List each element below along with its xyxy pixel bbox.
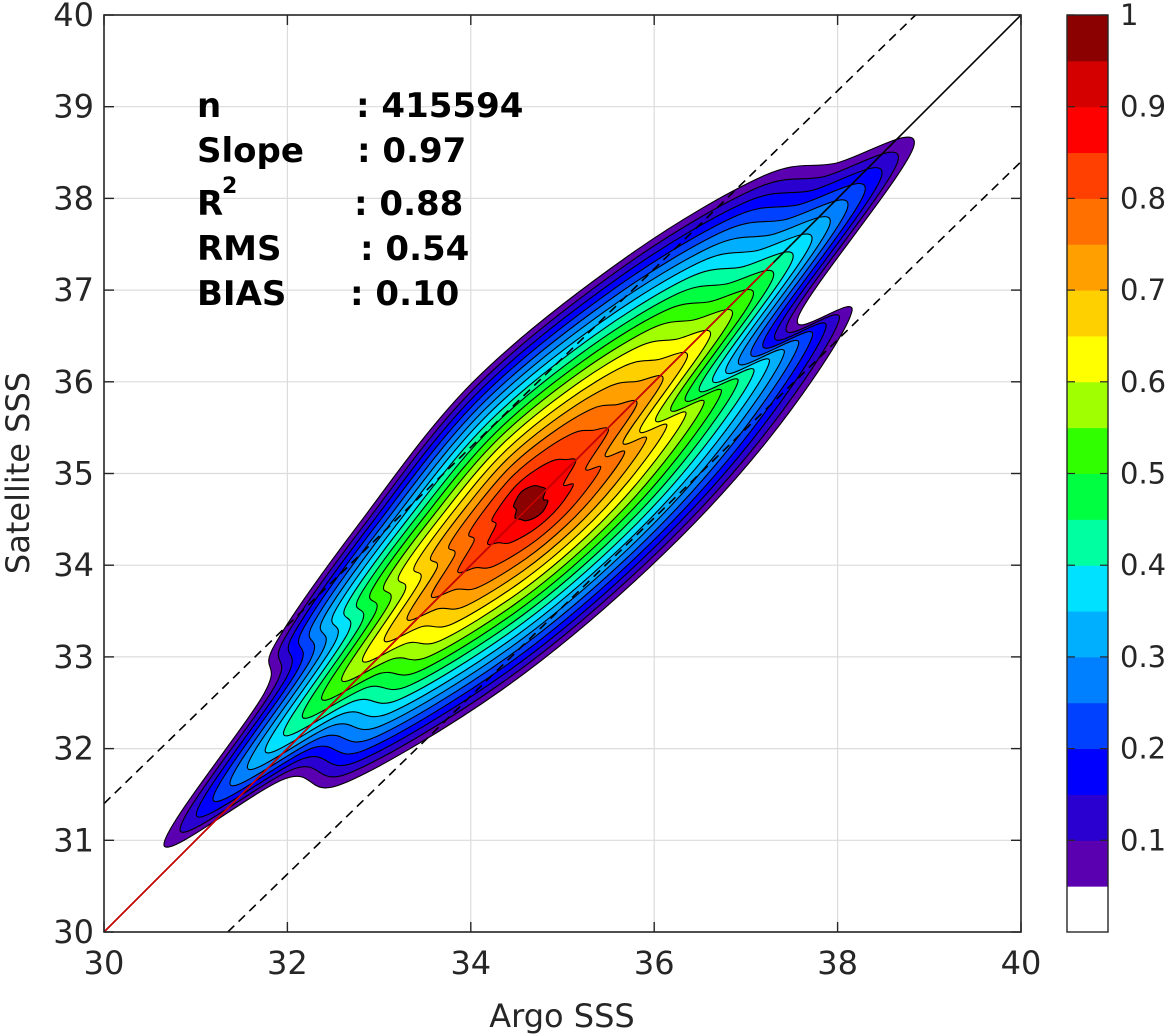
y-tick-label: 30 [53,913,94,951]
colorbar-tick-label: 0.5 [1120,457,1166,491]
stat-r2-label: R [197,184,223,224]
stat-bias-label: BIAS [197,274,286,314]
colorbar-segment [1067,60,1108,108]
reference-lines [104,15,1021,932]
colorbar-segment [1067,473,1108,520]
upper-bound-line [104,15,917,805]
stat-r2-sup: 2 [222,174,237,199]
colorbar-segment [1067,381,1108,429]
colorbar-tick-label: 0.3 [1120,640,1166,674]
colorbar-segment [1067,335,1108,383]
y-axis-title: Satellite SSS [0,372,37,574]
colorbar-tick-label: 0.2 [1120,732,1166,766]
stat-rms-label: RMS [197,229,282,269]
colorbar-segment [1067,198,1108,245]
colorbar-segment [1067,702,1108,750]
y-tick-label: 34 [53,546,94,584]
y-tick-label: 38 [53,179,94,217]
colorbar-segment [1067,886,1108,933]
y-tick-label: 31 [53,821,94,859]
colorbar-segment [1067,565,1108,612]
colorbar-tick-label: 0.7 [1120,273,1166,307]
colorbar-tick-label: 1 [1120,0,1138,32]
x-tick-label: 40 [1001,944,1042,982]
y-tick-label: 40 [53,0,94,34]
colorbar-tick-label: 0.4 [1120,548,1166,582]
y-tick-label: 36 [53,363,94,401]
x-tick-label: 36 [634,944,675,982]
colorbar-tick-label: 0.1 [1120,823,1166,857]
stat-slope-value: : 0.97 [357,131,466,171]
stat-n-value: : 415594 [356,86,523,126]
colorbar-segment [1067,106,1108,154]
y-tick-label: 33 [53,638,94,676]
x-axis-title: Argo SSS [489,997,634,1035]
x-tick-label: 30 [84,944,125,982]
y-tick-label: 37 [53,271,94,309]
colorbar-segment [1067,656,1108,704]
stat-bias-value: : 0.10 [350,274,459,314]
colorbar-segment [1067,152,1108,199]
lower-bound-line [227,161,1021,932]
colorbar: 0.1 0.2 0.3 0.4 0.5 0.6 0.7 0.8 0.9 1 [1066,0,1166,933]
colorbar-tick-label: 0.8 [1120,181,1166,215]
x-tick-label: 32 [267,944,308,982]
colorbar-segment [1067,611,1108,658]
y-tick-label: 32 [53,730,94,768]
colorbar-segment [1067,840,1108,887]
stat-n-label: n [197,86,221,126]
x-tick-label: 34 [450,944,491,982]
colorbar-segment [1067,15,1108,62]
stat-r2-value: : 0.88 [354,184,463,224]
colorbar-tick-label: 0.6 [1120,365,1166,399]
stat-rms-value: : 0.54 [360,229,469,269]
colorbar-tick-label: 0.9 [1120,90,1166,124]
colorbar-segment [1067,290,1108,337]
density-contours [163,136,915,848]
regression-line [104,262,774,932]
colorbar-segment [1067,427,1108,474]
colorbar-segment [1067,519,1108,566]
contour-level-19 [513,485,549,522]
colorbar-segment [1067,244,1108,291]
statistics-annotation: n : 415594 Slope : 0.97 R 2 : 0.88 RMS :… [197,86,523,314]
y-tick-label: 39 [53,88,94,126]
colorbar-segment [1067,748,1108,795]
axis-ticks: 30 32 34 36 38 40 30 31 32 33 34 35 36 37 38 39 40 [53,0,1041,982]
x-tick-label: 38 [817,944,858,982]
stat-slope-label: Slope [197,131,304,171]
colorbar-segment [1067,794,1108,841]
y-tick-label: 35 [53,455,94,493]
